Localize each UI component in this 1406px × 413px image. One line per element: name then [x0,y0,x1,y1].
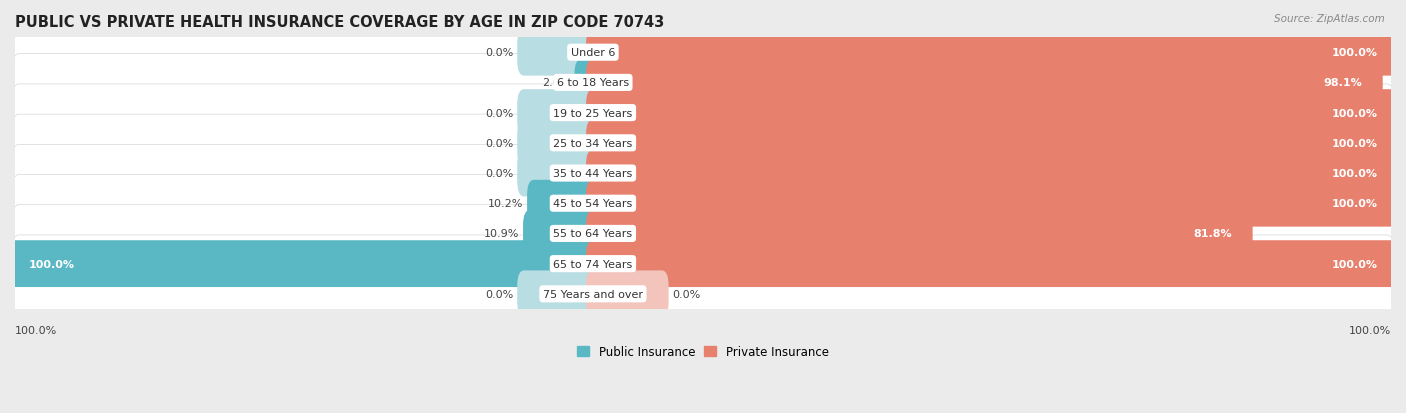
FancyBboxPatch shape [586,90,1398,137]
Text: 100.0%: 100.0% [1331,138,1378,148]
Text: 65 to 74 Years: 65 to 74 Years [554,259,633,269]
Text: 100.0%: 100.0% [1331,169,1378,178]
FancyBboxPatch shape [586,30,1398,76]
Text: Source: ZipAtlas.com: Source: ZipAtlas.com [1274,14,1385,24]
FancyBboxPatch shape [13,24,1393,82]
FancyBboxPatch shape [575,60,600,107]
Text: 10.9%: 10.9% [484,229,519,239]
FancyBboxPatch shape [13,145,1393,202]
Text: 45 to 54 Years: 45 to 54 Years [554,199,633,209]
Text: 98.1%: 98.1% [1323,78,1362,88]
FancyBboxPatch shape [517,120,600,167]
Text: PUBLIC VS PRIVATE HEALTH INSURANCE COVERAGE BY AGE IN ZIP CODE 70743: PUBLIC VS PRIVATE HEALTH INSURANCE COVER… [15,15,664,30]
FancyBboxPatch shape [517,30,600,76]
FancyBboxPatch shape [8,241,600,287]
Text: 100.0%: 100.0% [1331,108,1378,119]
Text: 19 to 25 Years: 19 to 25 Years [554,108,633,119]
FancyBboxPatch shape [586,180,1398,227]
Legend: Public Insurance, Private Insurance: Public Insurance, Private Insurance [572,341,834,363]
FancyBboxPatch shape [586,150,1398,197]
FancyBboxPatch shape [13,85,1393,142]
FancyBboxPatch shape [13,55,1393,112]
Text: 0.0%: 0.0% [485,138,513,148]
FancyBboxPatch shape [586,211,1253,257]
Text: 100.0%: 100.0% [1331,199,1378,209]
FancyBboxPatch shape [586,120,1398,167]
Text: 2.0%: 2.0% [541,78,571,88]
Text: 81.8%: 81.8% [1194,229,1232,239]
FancyBboxPatch shape [586,60,1382,107]
Text: 100.0%: 100.0% [1331,48,1378,58]
Text: 100.0%: 100.0% [1348,325,1391,335]
Text: 6 to 18 Years: 6 to 18 Years [557,78,628,88]
Text: 0.0%: 0.0% [485,108,513,119]
FancyBboxPatch shape [13,115,1393,172]
Text: 0.0%: 0.0% [485,48,513,58]
FancyBboxPatch shape [527,180,600,227]
Text: 0.0%: 0.0% [485,169,513,178]
Text: 10.2%: 10.2% [488,199,523,209]
FancyBboxPatch shape [13,235,1393,293]
FancyBboxPatch shape [586,241,1398,287]
Text: 35 to 44 Years: 35 to 44 Years [554,169,633,178]
Text: Under 6: Under 6 [571,48,614,58]
Text: 55 to 64 Years: 55 to 64 Years [554,229,633,239]
Text: 0.0%: 0.0% [485,289,513,299]
FancyBboxPatch shape [13,266,1393,323]
FancyBboxPatch shape [517,271,600,318]
Text: 100.0%: 100.0% [15,325,58,335]
Text: 25 to 34 Years: 25 to 34 Years [554,138,633,148]
FancyBboxPatch shape [13,175,1393,233]
FancyBboxPatch shape [523,211,600,257]
Text: 100.0%: 100.0% [28,259,75,269]
FancyBboxPatch shape [517,90,600,137]
Text: 75 Years and over: 75 Years and over [543,289,643,299]
FancyBboxPatch shape [517,150,600,197]
FancyBboxPatch shape [13,205,1393,263]
Text: 0.0%: 0.0% [672,289,702,299]
FancyBboxPatch shape [586,271,669,318]
Text: 100.0%: 100.0% [1331,259,1378,269]
